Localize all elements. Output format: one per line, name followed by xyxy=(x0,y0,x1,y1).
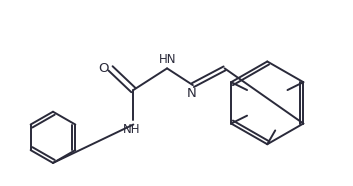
Text: NH: NH xyxy=(122,123,140,136)
Text: O: O xyxy=(98,62,109,75)
Text: HN: HN xyxy=(159,53,177,66)
Text: N: N xyxy=(187,87,197,100)
